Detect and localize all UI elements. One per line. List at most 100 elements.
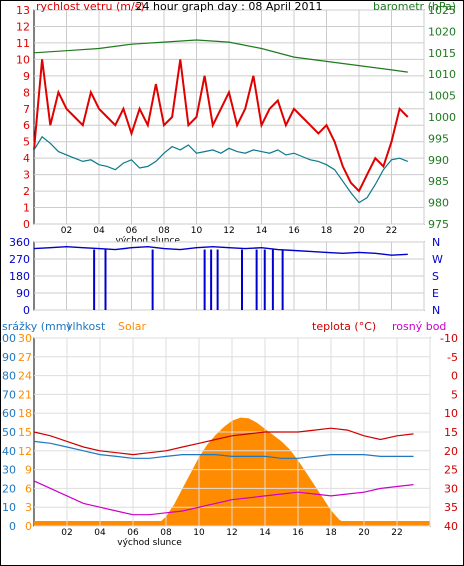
solar-tick-label: 15 — [18, 426, 32, 439]
solar-tick-label: 6 — [25, 482, 32, 495]
left-tick-label: 12 — [16, 20, 30, 33]
right-tick-label: 975 — [428, 218, 449, 231]
x-tick-label: 04 — [94, 528, 106, 538]
humidity-tick-label: 20 — [2, 482, 16, 495]
left-tick-label: 10 — [16, 53, 30, 66]
solar-tick-label: 24 — [18, 370, 32, 383]
humidity-tick-label: 0 — [9, 520, 16, 533]
left-tick-label: 1 — [23, 202, 30, 215]
direction-tick-label: 270 — [9, 253, 30, 266]
sunrise-label: východ slunce — [117, 538, 182, 548]
left-tick-label: 8 — [23, 86, 30, 99]
sunrise-label: východ slunce — [116, 236, 181, 246]
wind-axis-label: rychlost vetru (m/s) — [36, 0, 145, 13]
compass-label: N — [432, 236, 440, 249]
humidity-tick-label: 80 — [2, 370, 16, 383]
x-tick-label: 14 — [256, 226, 268, 236]
direction-tick-label: 0 — [23, 304, 30, 317]
legend-entry: Solar — [118, 320, 147, 333]
solar-tick-label: 18 — [18, 407, 32, 420]
direction-tick-label: 90 — [16, 287, 30, 300]
x-tick-label: 14 — [259, 528, 271, 538]
right-tick-label: 990 — [428, 154, 449, 167]
temperature-series — [33, 427, 414, 456]
humidity-tick-label: 30 — [2, 464, 16, 477]
dewpoint-series — [33, 480, 414, 516]
x-tick-label: 08 — [160, 528, 172, 538]
temp-tick-label: 20 — [444, 445, 458, 458]
barometer-axis-label: barometr (hPa) — [373, 0, 456, 13]
solar-tick-label: 21 — [18, 388, 32, 401]
legend-entry: vlhkost — [66, 320, 106, 333]
temp-tick-label: 10 — [444, 407, 458, 420]
panel1-series-0 — [33, 59, 409, 193]
x-tick-label: 04 — [93, 226, 105, 236]
legend-entry: srážky (mm) — [2, 320, 71, 333]
right-tick-label: 1015 — [428, 47, 456, 60]
direction-tick-label: 360 — [9, 236, 30, 249]
left-tick-label: 13 — [16, 4, 30, 17]
panel1-series-2 — [33, 39, 408, 73]
right-tick-label: 1010 — [428, 68, 456, 81]
x-tick-label: 10 — [193, 528, 205, 538]
x-tick-label: 16 — [292, 528, 304, 538]
solar-tick-label: 9 — [25, 464, 32, 477]
x-tick-label: 08 — [158, 226, 170, 236]
left-tick-label: 0 — [23, 218, 30, 231]
compass-label: W — [432, 253, 443, 266]
x-tick-label: 20 — [358, 528, 370, 538]
temp-tick-label: 15 — [444, 426, 458, 439]
humidity-tick-label: 100 — [0, 332, 16, 345]
left-tick-label: 4 — [23, 152, 30, 165]
x-tick-label: 12 — [223, 226, 234, 236]
solar-tick-label: 3 — [25, 501, 32, 514]
solar-tick-label: 30 — [18, 332, 32, 345]
left-tick-label: 11 — [16, 37, 30, 50]
left-tick-label: 7 — [23, 103, 30, 116]
chart-title: 24 hour graph day : 08 April 2011 — [136, 0, 323, 13]
x-tick-label: 12 — [226, 528, 237, 538]
x-tick-label: 06 — [126, 226, 138, 236]
solar-tick-label: 0 — [25, 520, 32, 533]
temp-tick-label: 5 — [451, 388, 458, 401]
x-tick-label: 02 — [61, 528, 72, 538]
temp-tick-label: -10 — [440, 332, 458, 345]
solar-tick-label: 27 — [18, 351, 32, 364]
temp-tick-label: 0 — [451, 370, 458, 383]
temp-tick-label: 25 — [444, 464, 458, 477]
humidity-series — [33, 440, 414, 459]
direction-series — [33, 245, 408, 256]
left-tick-label: 2 — [23, 185, 30, 198]
right-tick-label: 1025 — [428, 4, 456, 17]
x-tick-label: 06 — [127, 528, 139, 538]
left-tick-label: 3 — [23, 169, 30, 182]
temp-tick-label: 30 — [444, 482, 458, 495]
humidity-tick-label: 60 — [2, 407, 16, 420]
humidity-tick-label: 40 — [2, 445, 16, 458]
compass-label: S — [432, 270, 439, 283]
compass-label: N — [432, 304, 440, 317]
x-tick-label: 16 — [288, 226, 300, 236]
solar-tick-label: 12 — [18, 445, 32, 458]
temp-tick-label: -5 — [447, 351, 458, 364]
left-tick-label: 6 — [23, 119, 30, 132]
legend-entry: rosný bod — [392, 320, 446, 333]
humidity-tick-label: 70 — [2, 388, 16, 401]
right-tick-label: 1000 — [428, 111, 456, 124]
right-tick-label: 1020 — [428, 25, 456, 38]
solar-area — [34, 417, 414, 526]
right-tick-label: 985 — [428, 175, 449, 188]
x-tick-label: 02 — [61, 226, 72, 236]
compass-label: E — [432, 287, 439, 300]
left-tick-label: 5 — [23, 136, 30, 149]
humidity-tick-label: 50 — [2, 426, 16, 439]
humidity-tick-label: 10 — [2, 501, 16, 514]
x-tick-label: 22 — [391, 528, 402, 538]
x-tick-label: 20 — [353, 226, 365, 236]
panel1-series-1 — [33, 135, 409, 204]
x-tick-label: 22 — [386, 226, 397, 236]
right-tick-label: 1005 — [428, 90, 456, 103]
temp-tick-label: 40 — [444, 520, 458, 533]
left-tick-label: 9 — [23, 70, 30, 83]
